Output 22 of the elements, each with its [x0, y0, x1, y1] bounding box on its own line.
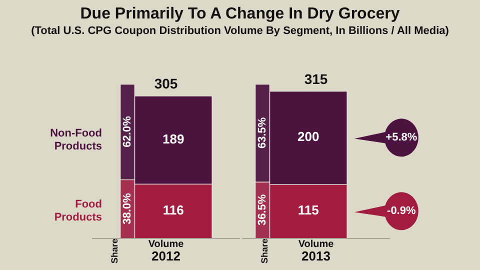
chart-subtitle: (Total U.S. CPG Coupon Distribution Volume By Segment, In Billions / All Media)	[31, 25, 450, 38]
text: +5.8%	[386, 132, 418, 144]
data-label: 62.0%	[122, 116, 134, 148]
data-label: 116	[162, 202, 184, 218]
data-label: 189	[162, 131, 184, 146]
x-tick-label: Share	[109, 238, 120, 264]
text: 2012	[152, 248, 180, 264]
data-label: 200	[298, 129, 320, 144]
data-label: 36.5%	[256, 194, 269, 226]
total-label: 305	[154, 76, 178, 92]
x-tick-label: Volume	[148, 238, 184, 250]
text: -0.9%	[387, 205, 416, 218]
data-label: 63.5%	[256, 117, 269, 148]
chart-title: Due Primarily To A Change In Dry Grocery	[80, 5, 400, 22]
text: Non-Food Products	[50, 127, 102, 152]
x-tick-label: Volume	[298, 238, 334, 250]
text: Food Products	[54, 198, 102, 224]
text: 2013	[302, 248, 330, 264]
x-tick-label: Share	[259, 238, 270, 264]
total-label: 315	[304, 70, 328, 87]
data-label: 115	[298, 202, 319, 218]
data-label: 38.0%	[122, 192, 134, 224]
